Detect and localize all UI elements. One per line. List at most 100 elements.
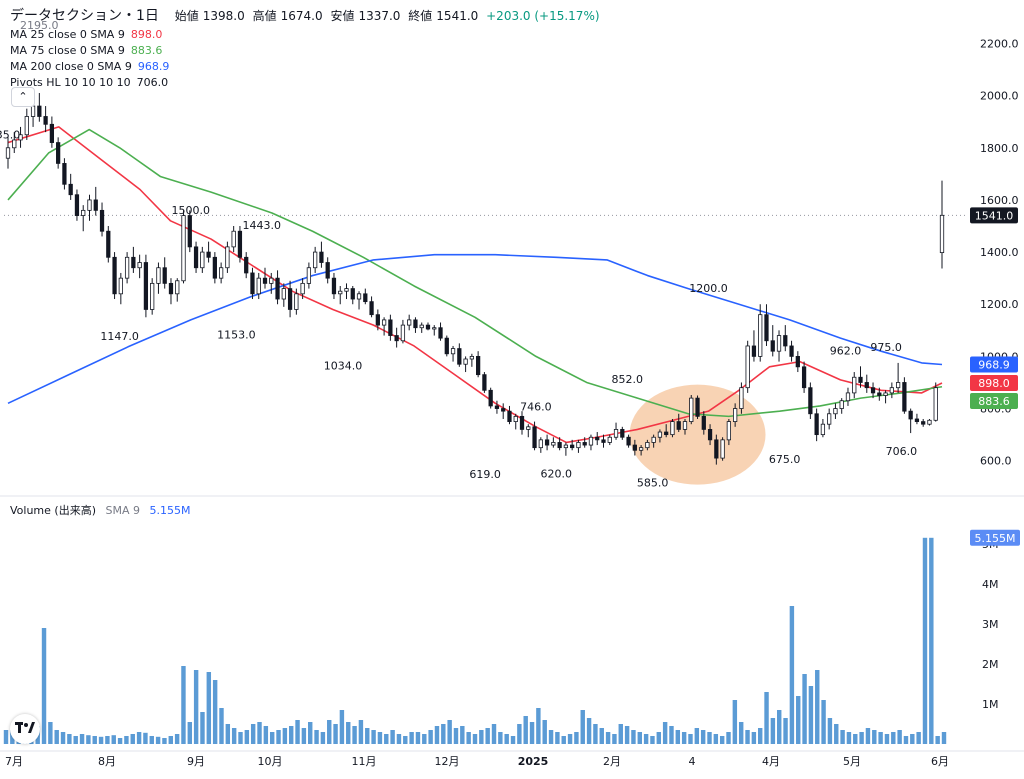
volume-bar <box>726 732 731 744</box>
candle <box>413 317 418 333</box>
volume-tick-label: 2M <box>982 658 999 671</box>
candle <box>49 116 55 148</box>
volume-bar <box>168 736 173 744</box>
ma75-value: 883.6 <box>130 44 163 57</box>
volume-bar <box>143 732 148 744</box>
ma-line-2 <box>7 253 943 405</box>
price-tick-label: 1800.0 <box>980 142 1019 155</box>
candle <box>175 278 180 302</box>
candle <box>319 241 324 268</box>
candle <box>287 280 293 318</box>
candle <box>331 272 337 300</box>
volume-bar <box>428 730 433 744</box>
candle <box>350 285 355 305</box>
chart-title[interactable]: データセクション・1日 <box>10 8 159 24</box>
candle <box>388 314 393 341</box>
legend-ma75[interactable]: MA 75 close 0 SMA 9 883.6 <box>10 43 175 59</box>
volume-bar <box>656 732 662 744</box>
volume-bar <box>675 730 681 744</box>
candle <box>601 434 606 448</box>
candle <box>613 422 619 440</box>
volume-bar <box>580 710 585 744</box>
moving-averages <box>7 126 943 444</box>
candle <box>895 362 901 393</box>
candle <box>645 439 650 451</box>
candle <box>482 372 487 393</box>
chart-header: データセクション・1日 始値 1398.0 高値 1674.0 安値 1337.0 終… <box>10 8 604 24</box>
candle <box>137 254 142 279</box>
price-tick-label: 1600.0 <box>980 194 1019 207</box>
price-badge: 1541.0 <box>970 207 1018 224</box>
volume-bar <box>225 724 231 744</box>
time-tick-label: 11月 <box>352 755 377 768</box>
volume-bar <box>878 732 883 744</box>
candle <box>131 246 136 273</box>
volume-bar <box>320 732 326 744</box>
candle <box>300 278 305 300</box>
volume-legend[interactable]: Volume (出来高) SMA 9 5.155M <box>10 503 196 519</box>
candle <box>588 434 594 451</box>
volume-bar <box>713 734 719 744</box>
candle <box>814 408 819 442</box>
candle <box>820 418 826 438</box>
volume-bar <box>586 718 592 744</box>
volume-bar <box>92 736 97 744</box>
candle <box>438 322 443 341</box>
volume-bar <box>700 730 706 744</box>
volume-bar <box>662 722 668 744</box>
candle <box>507 405 512 425</box>
volume-bar <box>295 720 300 744</box>
legend-collapse-button[interactable]: ⌃ <box>11 87 35 107</box>
candle <box>244 252 249 279</box>
volume-bar <box>111 735 116 744</box>
volume-bar <box>79 734 85 744</box>
tradingview-logo-icon[interactable] <box>10 714 40 744</box>
candle <box>758 304 763 362</box>
volume-tick-label: 1M <box>982 698 999 711</box>
ma-line-1 <box>7 128 943 418</box>
candle <box>212 252 217 284</box>
volume-bar <box>384 734 389 744</box>
price-badge: 883.6 <box>970 392 1018 409</box>
volume-bar <box>498 732 503 744</box>
volume-bar <box>574 732 579 744</box>
candle <box>187 210 192 253</box>
volume-bar <box>865 728 871 744</box>
candle <box>37 93 42 122</box>
time-axis[interactable]: 7月 8月 9月 10月 11月 12月 2025 2月 4 4月 5月 6月 <box>5 755 949 768</box>
candle <box>914 413 920 425</box>
volume-bar <box>542 720 547 744</box>
volume-bar <box>757 728 763 744</box>
price-axis[interactable]: 2200.02000.01800.01600.01400.01200.01000… <box>970 37 1020 711</box>
pivot-label: 746.0 <box>520 401 552 414</box>
candle <box>281 283 286 307</box>
time-tick-label: 9月 <box>187 755 205 768</box>
legend-ma25[interactable]: MA 25 close 0 SMA 9 898.0 <box>10 27 175 43</box>
volume-bar <box>472 734 478 744</box>
candle <box>626 434 631 448</box>
volume-bar <box>884 734 890 744</box>
pivot-label: 1153.0 <box>217 328 256 341</box>
pivot-label: 675.0 <box>769 453 801 466</box>
pivot-label: 585.0 <box>637 477 669 490</box>
volume-bar <box>897 730 902 744</box>
candle <box>43 106 48 133</box>
candle <box>68 173 73 200</box>
volume-bar <box>238 732 243 744</box>
volume-bar <box>821 700 826 744</box>
candle <box>432 325 437 336</box>
volume-bar <box>409 732 414 744</box>
volume-bar <box>60 732 66 744</box>
volume-bar <box>789 606 795 744</box>
pivots-value: 706.0 <box>136 76 169 89</box>
pivot-label: 1034.0 <box>324 360 363 373</box>
candle <box>538 437 543 453</box>
legend-pivots[interactable]: Pivots HL 10 10 10 10 706.0 <box>10 75 175 91</box>
time-tick-label: 4月 <box>762 755 780 768</box>
legend-ma200[interactable]: MA 200 close 0 SMA 9 968.9 <box>10 59 175 75</box>
volume-bar <box>548 730 554 744</box>
volume-bar <box>517 724 522 744</box>
candle <box>908 408 913 434</box>
candle <box>638 445 644 456</box>
